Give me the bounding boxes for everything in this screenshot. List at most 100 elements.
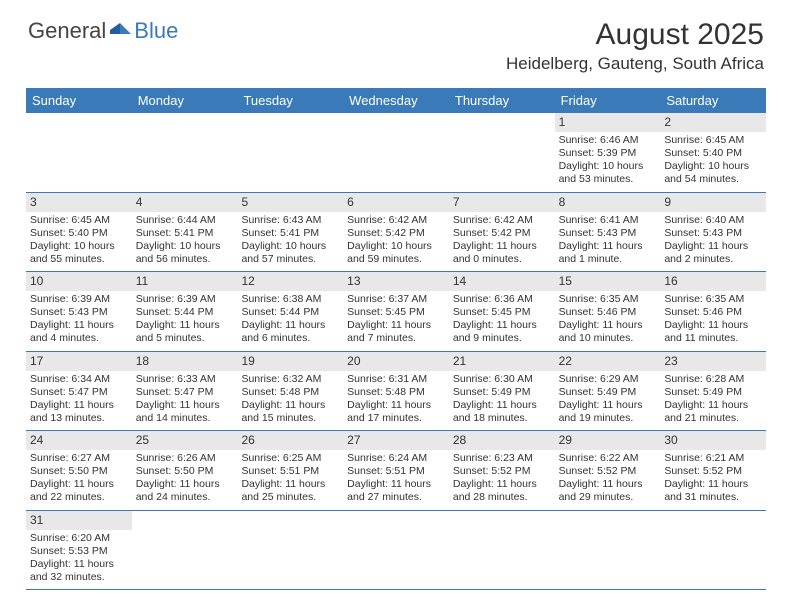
daylight-text: Daylight: 11 hours and 22 minutes. [30,478,128,504]
sunrise-text: Sunrise: 6:21 AM [664,452,762,465]
sunrise-text: Sunrise: 6:33 AM [136,373,234,386]
calendar-cell: 25Sunrise: 6:26 AMSunset: 5:50 PMDayligh… [132,431,238,510]
sunset-text: Sunset: 5:51 PM [241,465,339,478]
calendar-week: 10Sunrise: 6:39 AMSunset: 5:43 PMDayligh… [26,272,766,352]
daylight-text: Daylight: 11 hours and 31 minutes. [664,478,762,504]
day-number: 12 [237,272,343,291]
day-number: 10 [26,272,132,291]
sunrise-text: Sunrise: 6:32 AM [241,373,339,386]
sunset-text: Sunset: 5:40 PM [664,147,762,160]
sunrise-text: Sunrise: 6:42 AM [453,214,551,227]
sunset-text: Sunset: 5:46 PM [559,306,657,319]
sunrise-text: Sunrise: 6:37 AM [347,293,445,306]
daylight-text: Daylight: 11 hours and 0 minutes. [453,240,551,266]
sunset-text: Sunset: 5:52 PM [453,465,551,478]
day-number: 5 [237,193,343,212]
sunrise-text: Sunrise: 6:23 AM [453,452,551,465]
daylight-text: Daylight: 11 hours and 9 minutes. [453,319,551,345]
sunrise-text: Sunrise: 6:26 AM [136,452,234,465]
header: General Blue August 2025 Heidelberg, Gau… [0,0,792,82]
day-number: 19 [237,352,343,371]
sunrise-text: Sunrise: 6:42 AM [347,214,445,227]
calendar-week: 3Sunrise: 6:45 AMSunset: 5:40 PMDaylight… [26,193,766,273]
calendar-week: 31Sunrise: 6:20 AMSunset: 5:53 PMDayligh… [26,511,766,591]
sunrise-text: Sunrise: 6:36 AM [453,293,551,306]
logo: General Blue [28,18,178,44]
daylight-text: Daylight: 11 hours and 10 minutes. [559,319,657,345]
sunrise-text: Sunrise: 6:28 AM [664,373,762,386]
weekday-label: Saturday [660,88,766,113]
calendar-cell: . [237,511,343,590]
daylight-text: Daylight: 10 hours and 59 minutes. [347,240,445,266]
day-number: 28 [449,431,555,450]
day-number: 13 [343,272,449,291]
calendar-cell: 17Sunrise: 6:34 AMSunset: 5:47 PMDayligh… [26,352,132,431]
sunset-text: Sunset: 5:52 PM [664,465,762,478]
day-number: 8 [555,193,661,212]
calendar-cell: . [555,511,661,590]
calendar-cell: 16Sunrise: 6:35 AMSunset: 5:46 PMDayligh… [660,272,766,351]
daylight-text: Daylight: 11 hours and 2 minutes. [664,240,762,266]
weekday-label: Thursday [449,88,555,113]
sunrise-text: Sunrise: 6:38 AM [241,293,339,306]
day-number: 11 [132,272,238,291]
sunset-text: Sunset: 5:49 PM [559,386,657,399]
daylight-text: Daylight: 11 hours and 5 minutes. [136,319,234,345]
daylight-text: Daylight: 11 hours and 17 minutes. [347,399,445,425]
sunrise-text: Sunrise: 6:43 AM [241,214,339,227]
calendar-week: .....1Sunrise: 6:46 AMSunset: 5:39 PMDay… [26,113,766,193]
sunset-text: Sunset: 5:43 PM [559,227,657,240]
day-number: 30 [660,431,766,450]
sunset-text: Sunset: 5:44 PM [241,306,339,319]
day-number: 26 [237,431,343,450]
sunrise-text: Sunrise: 6:39 AM [30,293,128,306]
day-number: 9 [660,193,766,212]
day-number: 6 [343,193,449,212]
daylight-text: Daylight: 11 hours and 7 minutes. [347,319,445,345]
calendar-cell: . [132,113,238,192]
sunset-text: Sunset: 5:48 PM [241,386,339,399]
sunrise-text: Sunrise: 6:39 AM [136,293,234,306]
sunset-text: Sunset: 5:48 PM [347,386,445,399]
daylight-text: Daylight: 10 hours and 56 minutes. [136,240,234,266]
sunrise-text: Sunrise: 6:41 AM [559,214,657,227]
sunset-text: Sunset: 5:50 PM [30,465,128,478]
weekday-label: Sunday [26,88,132,113]
calendar-cell: . [343,511,449,590]
day-number: 23 [660,352,766,371]
daylight-text: Daylight: 11 hours and 29 minutes. [559,478,657,504]
sunrise-text: Sunrise: 6:44 AM [136,214,234,227]
day-number: 21 [449,352,555,371]
sunrise-text: Sunrise: 6:27 AM [30,452,128,465]
sunset-text: Sunset: 5:46 PM [664,306,762,319]
daylight-text: Daylight: 11 hours and 11 minutes. [664,319,762,345]
weekday-label: Tuesday [237,88,343,113]
calendar-cell: 22Sunrise: 6:29 AMSunset: 5:49 PMDayligh… [555,352,661,431]
sunrise-text: Sunrise: 6:45 AM [664,134,762,147]
sunset-text: Sunset: 5:49 PM [453,386,551,399]
sunrise-text: Sunrise: 6:34 AM [30,373,128,386]
calendar-cell: 3Sunrise: 6:45 AMSunset: 5:40 PMDaylight… [26,193,132,272]
daylight-text: Daylight: 10 hours and 57 minutes. [241,240,339,266]
title-area: August 2025 Heidelberg, Gauteng, South A… [506,18,764,74]
daylight-text: Daylight: 11 hours and 24 minutes. [136,478,234,504]
daylight-text: Daylight: 11 hours and 32 minutes. [30,558,128,584]
daylight-text: Daylight: 11 hours and 4 minutes. [30,319,128,345]
sunset-text: Sunset: 5:43 PM [664,227,762,240]
sunset-text: Sunset: 5:43 PM [30,306,128,319]
daylight-text: Daylight: 11 hours and 18 minutes. [453,399,551,425]
day-number: 3 [26,193,132,212]
flag-icon [110,20,132,36]
day-number: 7 [449,193,555,212]
day-number: 1 [555,113,661,132]
calendar-cell: 9Sunrise: 6:40 AMSunset: 5:43 PMDaylight… [660,193,766,272]
day-number: 18 [132,352,238,371]
calendar-cell: . [449,113,555,192]
calendar-cell: 8Sunrise: 6:41 AMSunset: 5:43 PMDaylight… [555,193,661,272]
calendar-cell: 19Sunrise: 6:32 AMSunset: 5:48 PMDayligh… [237,352,343,431]
calendar-cell: 20Sunrise: 6:31 AMSunset: 5:48 PMDayligh… [343,352,449,431]
calendar-cell: 24Sunrise: 6:27 AMSunset: 5:50 PMDayligh… [26,431,132,510]
sunset-text: Sunset: 5:44 PM [136,306,234,319]
daylight-text: Daylight: 10 hours and 55 minutes. [30,240,128,266]
calendar-cell: . [26,113,132,192]
